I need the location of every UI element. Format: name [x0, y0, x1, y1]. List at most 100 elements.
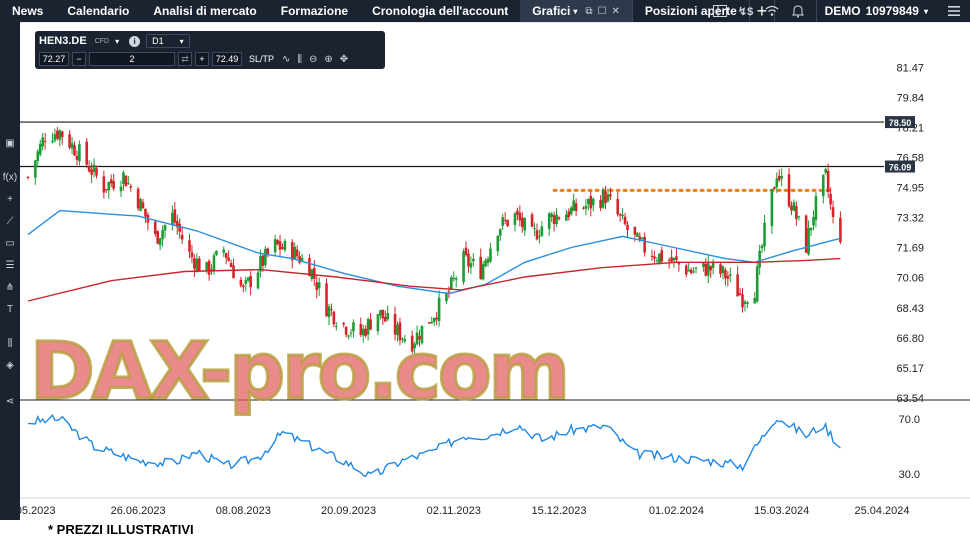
volume-icon[interactable]: ⫼: [7, 337, 13, 349]
tab-cronologia-account[interactable]: Cronologia dell'account: [372, 4, 509, 18]
move-icon[interactable]: ✥: [339, 53, 349, 65]
candle-body: [711, 262, 715, 268]
candle-body: [232, 265, 235, 279]
candle-body: [689, 269, 693, 274]
price-chart[interactable]: DAX-pro.com81.4779.8478.2176.5874.9573.3…: [20, 22, 970, 520]
candle-body: [469, 263, 473, 268]
close-icon[interactable]: ✕: [611, 5, 620, 17]
chevron-down-icon[interactable]: ▾: [573, 6, 578, 16]
menu-icon[interactable]: [946, 3, 962, 19]
candle-body: [327, 306, 331, 318]
candle-body: [640, 237, 644, 239]
candle-body: [601, 189, 605, 208]
zoom-out-icon[interactable]: ⊖: [309, 53, 318, 65]
candle-body: [330, 309, 333, 311]
sltp-button[interactable]: SL/TP: [249, 54, 275, 64]
increase-quantity-button[interactable]: +: [195, 52, 209, 66]
chart-type-icon[interactable]: ▣: [5, 137, 15, 149]
date-tick-label: 12.05.2023: [20, 505, 56, 517]
candle-body: [753, 297, 757, 304]
candle-body: [758, 250, 761, 268]
sell-price[interactable]: 72.27: [39, 52, 69, 66]
candle-body: [332, 311, 336, 325]
candle-body: [582, 207, 585, 209]
tab-news[interactable]: News: [12, 4, 44, 18]
tab-calendario[interactable]: Calendario: [67, 4, 130, 18]
fibonacci-icon[interactable]: ☰: [5, 259, 15, 271]
tab-grafici[interactable]: Grafici ▾ ⧉ ☐ ✕: [520, 0, 632, 22]
candle-body: [190, 252, 194, 258]
candle-body: [256, 272, 260, 289]
bell-icon[interactable]: [790, 3, 806, 19]
candle-body: [552, 215, 556, 225]
detach-icon[interactable]: ⧉: [585, 5, 593, 17]
price-tick-label: 71.69: [896, 243, 924, 255]
price-alert-icon[interactable]: ↯$: [737, 5, 754, 18]
candle-body: [381, 309, 385, 319]
candle-body: [616, 198, 620, 215]
candle-body: [396, 324, 399, 336]
rectangle-icon[interactable]: ▭: [5, 237, 15, 249]
line-chart-icon[interactable]: ∿: [282, 53, 291, 65]
candle-body: [655, 260, 659, 262]
tab-posizioni-aperte[interactable]: Posizioni aperte: [631, 0, 749, 22]
candle-body: [650, 255, 654, 257]
candle-body: [684, 265, 688, 275]
layout-icon[interactable]: [712, 3, 728, 19]
candle-body: [719, 264, 722, 274]
tab-analisi-di-mercato[interactable]: Analisi di mercato: [153, 4, 257, 18]
candle-body: [807, 228, 810, 255]
swap-icon[interactable]: ⇄: [178, 52, 192, 66]
candle-body: [567, 211, 571, 218]
candle-body: [161, 230, 164, 240]
candle-body: [591, 198, 595, 206]
info-icon[interactable]: i: [129, 35, 141, 47]
line-icon[interactable]: ⟋: [6, 215, 14, 227]
candle-body: [273, 239, 277, 253]
candle-body: [78, 144, 81, 162]
candle-body: [239, 279, 243, 286]
instrument-symbol[interactable]: HEN3.DE: [39, 35, 87, 47]
tab-formazione[interactable]: Formazione: [280, 4, 349, 18]
candle-body: [153, 221, 157, 234]
share-icon[interactable]: ⋖: [5, 395, 15, 407]
candle-body: [450, 277, 453, 290]
date-tick-label: 15.12.2023: [531, 505, 586, 517]
rsi-level-label: 30.0: [899, 469, 920, 481]
top-navigation-bar: News Calendario Analisi di mercato Forma…: [0, 0, 970, 22]
candle-body: [831, 207, 835, 218]
candle-body: [672, 257, 676, 261]
candle-body: [393, 313, 397, 335]
quantity-input[interactable]: 2: [89, 52, 175, 66]
candle-body: [70, 143, 74, 149]
candle-body: [479, 256, 482, 279]
candle-body: [638, 236, 642, 240]
rsi-level-label: 70.0: [899, 414, 920, 426]
zoom-in-icon[interactable]: ⊕: [324, 53, 333, 65]
candle-body: [276, 239, 279, 245]
text-icon[interactable]: T: [6, 303, 14, 315]
price-tick-label: 70.06: [896, 273, 924, 285]
timeframe-selector[interactable]: D1 ▾: [146, 34, 190, 48]
candle-body: [523, 218, 527, 231]
chart-area[interactable]: DAX-pro.com 81.47 79.84 78.21 76.58 74.95 73.3…: [20, 22, 970, 520]
layers-icon[interactable]: ◈: [6, 359, 14, 371]
indicator-settings-icon[interactable]: ⫼: [297, 53, 303, 65]
price-tick-label: 74.95: [896, 183, 924, 195]
disclaimer-text: * PREZZI ILLUSTRATIVI: [48, 522, 194, 537]
decrease-quantity-button[interactable]: −: [72, 52, 86, 66]
candle-body: [428, 322, 431, 324]
buy-price[interactable]: 72.49: [212, 52, 242, 66]
chevron-down-icon: ▾: [179, 36, 184, 46]
topbar-right: ↯$ DEMO 10979849 ▾: [712, 0, 970, 22]
indicator-icon[interactable]: f(x): [2, 171, 18, 183]
pitchfork-icon[interactable]: ⋔: [5, 281, 15, 293]
crosshair-icon[interactable]: +: [7, 193, 13, 205]
candle-body: [484, 260, 487, 267]
maximize-icon[interactable]: ☐: [597, 5, 607, 17]
account-selector[interactable]: DEMO 10979849 ▾: [815, 0, 936, 22]
candle-body: [569, 207, 573, 215]
chevron-down-icon[interactable]: ▾: [115, 36, 120, 46]
candle-body: [709, 266, 713, 271]
